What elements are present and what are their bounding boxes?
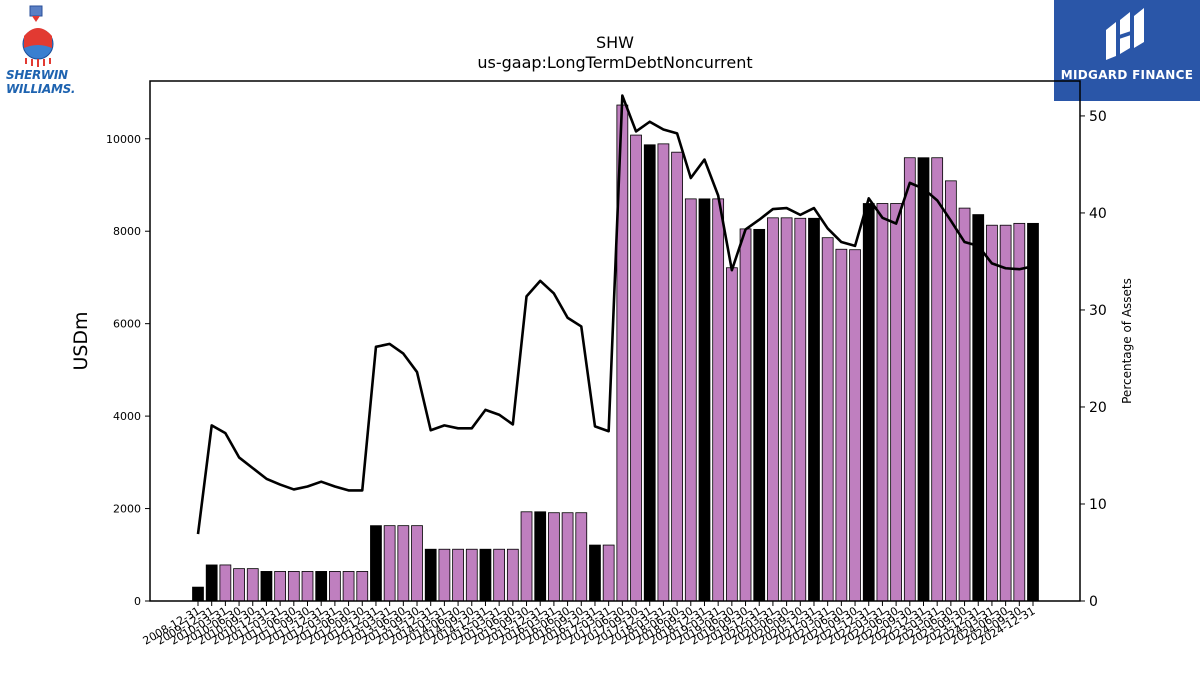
midgard-emblem-icon <box>1106 8 1144 60</box>
bar <box>931 157 944 602</box>
bar <box>725 267 738 602</box>
y-axis-left: 0 2000 4000 6000 8000 10000 <box>106 133 150 608</box>
bar <box>438 548 451 602</box>
bar <box>643 144 656 602</box>
bar <box>246 568 259 602</box>
y2-tick-label: 0 <box>1089 594 1098 610</box>
y-axis-right: 0 10 20 30 40 50 <box>1080 109 1107 610</box>
bar <box>767 217 779 602</box>
bar <box>465 548 478 602</box>
y2-axis-label: Percentage of Assets <box>1120 278 1134 404</box>
bar <box>986 224 998 602</box>
bar <box>890 203 902 602</box>
bar <box>917 157 930 602</box>
bar <box>999 224 1012 602</box>
bar <box>821 237 834 602</box>
bar <box>1027 222 1039 602</box>
sherwin-williams-logo: SHERWIN WILLIAMS. <box>2 2 76 100</box>
y2-tick-label: 50 <box>1089 109 1107 125</box>
bar <box>808 217 820 602</box>
bar <box>780 217 793 602</box>
bar <box>561 512 574 602</box>
y2-tick-label: 30 <box>1089 303 1107 319</box>
bar <box>712 198 725 602</box>
cover-the-earth-icon <box>22 5 54 67</box>
bar <box>698 198 711 602</box>
bar <box>219 564 232 602</box>
bar <box>342 571 355 602</box>
bar <box>684 198 697 602</box>
bar <box>739 228 752 602</box>
bar <box>329 571 341 602</box>
bar <box>274 571 287 602</box>
bar <box>548 512 560 602</box>
midgard-finance-name: MIDGARD FINANCE <box>1060 68 1194 82</box>
bar <box>794 217 807 602</box>
brand-line-1: SHERWIN <box>6 68 68 82</box>
bar <box>520 511 533 602</box>
bar <box>589 544 601 602</box>
bar <box>260 571 273 602</box>
bar <box>630 134 642 602</box>
bar <box>671 151 683 602</box>
midgard-finance-logo: MIDGARD FINANCE <box>1054 0 1200 101</box>
bar <box>575 512 588 602</box>
bar <box>356 571 369 602</box>
bar <box>903 157 916 602</box>
bar <box>287 571 300 602</box>
bar <box>411 525 423 602</box>
bar <box>835 248 848 602</box>
bar <box>452 548 464 602</box>
y-tick-label: 6000 <box>113 318 141 331</box>
y2-tick-label: 40 <box>1089 206 1107 222</box>
bar-series <box>192 104 1039 602</box>
y-tick-label: 4000 <box>113 410 141 423</box>
bar <box>397 525 410 602</box>
bar <box>657 143 670 602</box>
bar <box>192 586 204 602</box>
bar <box>315 571 328 602</box>
bar <box>753 228 766 602</box>
y2-tick-label: 20 <box>1089 400 1107 416</box>
line-series <box>196 94 1034 535</box>
x-axis: 2008-12-312009-12-312010-03-312010-06-30… <box>141 601 1038 648</box>
bar <box>506 548 519 602</box>
y-tick-label: 10000 <box>106 133 141 146</box>
bar <box>876 203 889 602</box>
bar <box>424 548 437 602</box>
bar <box>1013 222 1026 602</box>
percentage-line <box>196 94 1034 535</box>
bar <box>479 548 492 602</box>
bar <box>493 548 506 602</box>
bar <box>383 525 396 602</box>
plot-frame <box>149 80 1081 602</box>
y2-tick-label: 10 <box>1089 497 1107 513</box>
bar <box>205 564 218 602</box>
y-tick-label: 8000 <box>113 225 141 238</box>
y-tick-label: 2000 <box>113 503 141 516</box>
bar <box>534 511 547 602</box>
y-tick-label: 0 <box>134 595 141 608</box>
bar <box>602 544 615 602</box>
bar <box>370 525 382 602</box>
bar <box>862 203 875 602</box>
bar <box>972 214 985 602</box>
bar <box>301 571 314 602</box>
bar <box>849 249 861 602</box>
bar <box>958 207 971 602</box>
chart-title: SHW <box>596 33 634 52</box>
chart-subtitle: us-gaap:LongTermDebtNoncurrent <box>477 53 752 72</box>
y-axis-label: USDm <box>70 311 92 370</box>
bar <box>944 180 957 602</box>
bar <box>233 568 245 602</box>
brand-line-2: WILLIAMS. <box>6 82 76 96</box>
